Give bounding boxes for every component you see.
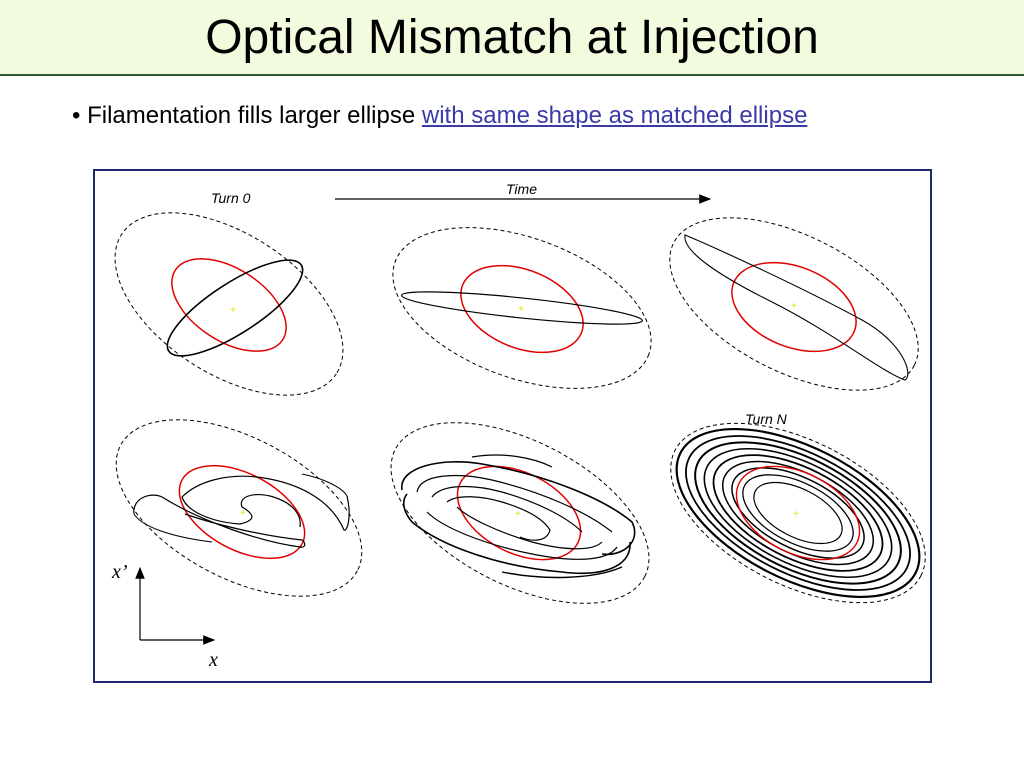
phase-space-axes: x’ x bbox=[111, 561, 218, 671]
matched-ellipse bbox=[731, 261, 857, 353]
filamented-rings bbox=[675, 427, 921, 599]
panel-turn-0: + bbox=[114, 212, 344, 396]
matched-ellipse bbox=[460, 264, 584, 354]
turn-end-label: Turn N bbox=[745, 411, 788, 427]
center-marker: + bbox=[793, 509, 799, 520]
center-marker: + bbox=[518, 304, 524, 315]
outer-dashed-ellipse bbox=[669, 217, 919, 391]
filament-beam bbox=[684, 234, 909, 381]
outer-dashed-ellipse bbox=[390, 422, 650, 604]
bullet-link[interactable]: with same shape as matched ellipse bbox=[421, 102, 808, 129]
bullet-text: • Filamentation fills larger ellipse wit… bbox=[72, 102, 807, 130]
center-marker: + bbox=[791, 301, 797, 312]
filament-spiral bbox=[133, 475, 350, 548]
outer-dashed-ellipse bbox=[670, 422, 926, 604]
outer-dashed-ellipse bbox=[392, 227, 652, 389]
panel-turn-early: + bbox=[392, 227, 652, 389]
center-marker: + bbox=[230, 305, 236, 316]
panel-turn-mid: + bbox=[669, 217, 919, 391]
panel-turn-late: + bbox=[115, 419, 363, 597]
turn-start-label: Turn 0 bbox=[211, 190, 251, 206]
center-marker: + bbox=[240, 508, 246, 519]
title-band: Optical Mismatch at Injection bbox=[0, 0, 1024, 76]
page-title: Optical Mismatch at Injection bbox=[205, 11, 819, 64]
time-label: Time bbox=[506, 181, 537, 197]
figure-canvas: Time Turn 0 Turn N + + + bbox=[111, 181, 926, 671]
filament-spiral-tail bbox=[133, 473, 348, 543]
outer-dashed-ellipse bbox=[114, 212, 344, 396]
matched-ellipse bbox=[171, 258, 287, 352]
matched-ellipse bbox=[178, 464, 306, 560]
bullet-prefix: • Filamentation fills larger ellipse bbox=[72, 102, 422, 129]
filamentation-figure: Time Turn 0 Turn N + + + bbox=[93, 169, 932, 683]
panel-turn-n: + bbox=[670, 422, 926, 604]
panel-turn-later: + bbox=[390, 422, 650, 604]
mismatched-beam-ellipse bbox=[166, 259, 304, 357]
filament-spiral bbox=[401, 454, 636, 579]
center-marker: + bbox=[515, 509, 521, 520]
matched-ellipse bbox=[735, 465, 861, 561]
axis-vertical-label: x’ bbox=[111, 561, 128, 583]
outer-dashed-ellipse bbox=[115, 419, 363, 597]
axis-horizontal-label: x bbox=[208, 649, 218, 671]
mismatched-beam-ellipse bbox=[401, 291, 643, 325]
